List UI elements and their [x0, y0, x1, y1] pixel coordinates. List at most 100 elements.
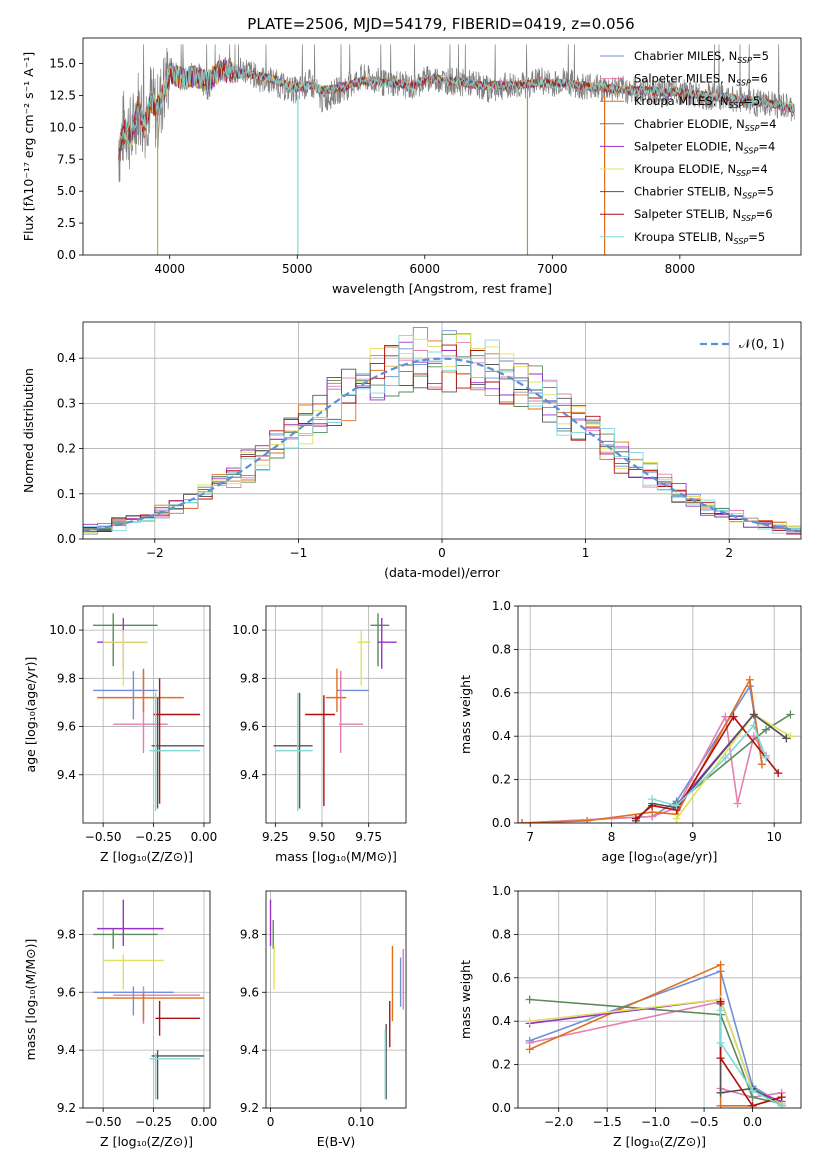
y-tick-label: 0.0 [492, 816, 511, 830]
y-tick-label: 0.4 [492, 1014, 511, 1028]
legend-count: =4 [760, 117, 777, 131]
weight-point-marker [631, 814, 640, 823]
weight-series-line [522, 677, 763, 823]
x-tick-label: 5000 [282, 262, 313, 276]
axes: 9.25 9.50 9.75 9.4 9.6 9.8 10.0 mass [log₁₀(M/M… [232, 605, 407, 864]
y-tick-label: 0.6 [492, 686, 511, 700]
weight-point-marker [757, 760, 766, 769]
model-spectrum-line [118, 59, 795, 149]
x-tick-label: −0.50 [85, 830, 122, 844]
x-tick-label: −1 [290, 546, 308, 560]
y-tick-label: 5.0 [57, 184, 76, 198]
legend-name: Kroupa STELIB, N [634, 230, 734, 244]
weight-point-marker [716, 1038, 725, 1047]
weight-series-line [529, 998, 782, 1105]
legend-subscript: SSP [737, 56, 752, 65]
legend-name: Chabrier STELIB, N [634, 185, 742, 199]
legend-label: Salpeter STELIB, NSSP=6 [634, 207, 773, 223]
y-tick-label: 9.2 [240, 1101, 259, 1115]
legend-subscript: SSP [745, 124, 760, 133]
panel-mass-vs-EBV: 0 0.10 9.2 9.4 9.6 9.8 E(B-V) [240, 890, 407, 1149]
y-axis-label: Normed distribution [21, 368, 36, 493]
weight-series-line [719, 1010, 782, 1107]
legend-name: Kroupa ELODIE, N [634, 162, 736, 176]
y-tick-label: 9.6 [57, 720, 76, 734]
panel-mass-vs-Z: −0.50 −0.25 0.00 9.2 9.4 9.6 9.8 Z [log₁₀(Z/Z⊙)… [23, 890, 217, 1149]
x-tick-label: 9.50 [309, 830, 336, 844]
weight-point-marker [745, 675, 754, 684]
y-axis-label: mass weight [458, 675, 473, 754]
legend-count: =5 [757, 185, 774, 199]
axes-frame [82, 890, 211, 1109]
legend-subscript: SSP [729, 101, 744, 110]
panel-residuals: −2 −1 0 1 2 0.0 0.1 0.2 0.3 0.4 (data-model)/error… [21, 321, 802, 580]
axes: −0.50 −0.25 0.00 9.4 9.6 9.8 10.0 Z [log₁₀(Z/Z⊙… [23, 605, 217, 864]
panel-age-vs-mass: 9.25 9.50 9.75 9.4 9.6 9.8 10.0 mass [log₁₀(M/M… [232, 605, 407, 864]
y-tick-label: 0.6 [492, 971, 511, 985]
grid [266, 606, 406, 823]
grid [83, 891, 210, 1109]
weight-point-marker [716, 960, 725, 969]
y-tick-label: 9.4 [240, 768, 259, 782]
axes: 0 0.10 9.2 9.4 9.6 9.8 E(B-V) [240, 890, 407, 1149]
weight-point-marker [525, 1017, 534, 1026]
legend-subscript: SSP [734, 237, 749, 246]
y-tick-label: 10.0 [49, 120, 76, 134]
legend-label: Chabrier ELODIE, NSSP=4 [634, 117, 776, 133]
x-tick-label: −1.0 [641, 1115, 670, 1129]
weight-point-marker [525, 995, 534, 1004]
axes-frame [265, 605, 407, 824]
legend-name: Kroupa MILES, N [634, 94, 729, 108]
weight-point-marker [733, 799, 742, 808]
x-axis-label: age [log₁₀(age/yr)] [602, 849, 718, 864]
y-tick-label: 12.5 [49, 88, 76, 102]
weight-point-marker [786, 710, 795, 719]
legend-count: =5 [752, 49, 769, 63]
legend-name: Chabrier MILES, N [634, 49, 737, 63]
y-axis-label: age [log₁₀(age/yr)] [23, 657, 38, 773]
legend-name: Salpeter STELIB, N [634, 207, 741, 221]
weight-point-marker [716, 1006, 725, 1015]
y-tick-label: 10.0 [49, 623, 76, 637]
plot-area [118, 44, 795, 255]
y-tick-label: 9.8 [57, 671, 76, 685]
legend-subscript: SSP [744, 146, 759, 155]
y-tick-label: 9.6 [240, 720, 259, 734]
y-tick-label: 2.5 [57, 216, 76, 230]
y-axis-label: mass [log₁₀(M/M⊙)] [23, 939, 38, 1061]
y-axis-label: Flux [fλ10⁻¹⁷ erg cm⁻² s⁻¹ A⁻¹] [21, 52, 36, 241]
y-tick-label: 9.4 [240, 1043, 259, 1057]
legend-count: =5 [748, 230, 765, 244]
y-tick-label: 0.0 [492, 1101, 511, 1115]
weight-point-marker [525, 1045, 534, 1054]
x-tick-label: 0.0 [743, 1115, 762, 1129]
weight-point-marker [583, 816, 592, 823]
axes-frame [82, 37, 802, 256]
y-tick-label: 7.5 [57, 152, 76, 166]
x-axis-label: mass [log₁₀(M/M⊙)] [275, 849, 397, 864]
y-tick-label: 9.4 [57, 768, 76, 782]
x-tick-label: 8000 [665, 262, 696, 276]
legend-subscript: SSP [736, 79, 751, 88]
weight-point-marker [749, 721, 758, 730]
y-tick-label: 10.0 [232, 623, 259, 637]
y-tick-label: 9.2 [57, 1101, 76, 1115]
legend-count: =5 [743, 94, 760, 108]
y-tick-label: 0.4 [57, 351, 76, 365]
grid [518, 890, 801, 1109]
weight-point-marker [672, 801, 681, 810]
plot-area [83, 327, 801, 539]
x-tick-label: −1.5 [593, 1115, 622, 1129]
y-tick-label: 0.2 [57, 442, 76, 456]
x-tick-label: 0.10 [347, 1115, 374, 1129]
y-axis-label: mass weight [458, 960, 473, 1039]
x-tick-label: −2.0 [544, 1115, 573, 1129]
plot-area [273, 613, 397, 811]
figure-title: PLATE=2506, MJD=54179, FIBERID=0419, z=0… [247, 15, 634, 33]
y-tick-label: 0.0 [57, 248, 76, 262]
legend-label: Salpeter ELODIE, NSSP=4 [634, 139, 775, 155]
weight-point-marker [762, 725, 771, 734]
x-axis-label: wavelength [Angstrom, rest frame] [332, 281, 552, 296]
axes: −0.50 −0.25 0.00 9.2 9.4 9.6 9.8 Z [log₁₀(Z/Z⊙)… [23, 890, 217, 1149]
